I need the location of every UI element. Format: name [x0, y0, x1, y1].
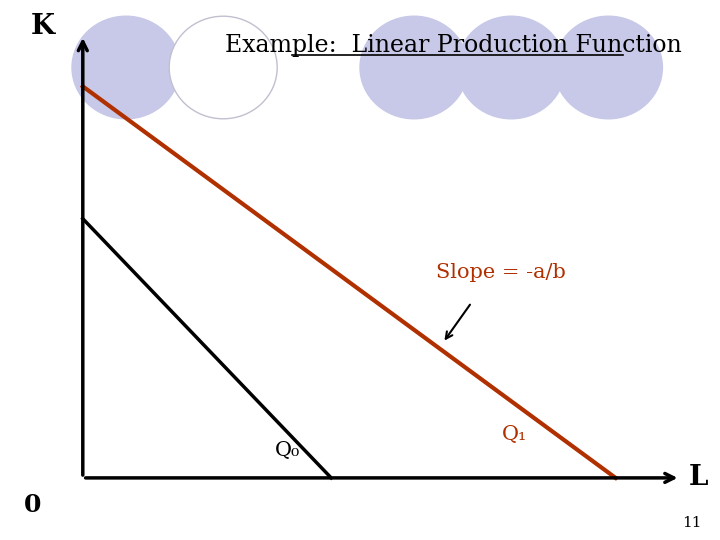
Ellipse shape: [360, 16, 468, 119]
Text: Q₀: Q₀: [275, 441, 301, 461]
Ellipse shape: [554, 16, 662, 119]
Text: K: K: [31, 14, 55, 40]
Ellipse shape: [457, 16, 565, 119]
Text: 0: 0: [24, 493, 41, 517]
Text: Example:  Linear Production Function: Example: Linear Production Function: [225, 35, 682, 57]
Text: Q₁: Q₁: [502, 425, 528, 444]
Ellipse shape: [72, 16, 180, 119]
Text: L: L: [688, 464, 708, 491]
Ellipse shape: [169, 16, 277, 119]
Text: 11: 11: [683, 516, 702, 530]
Text: Slope = -a/b: Slope = -a/b: [436, 263, 565, 282]
